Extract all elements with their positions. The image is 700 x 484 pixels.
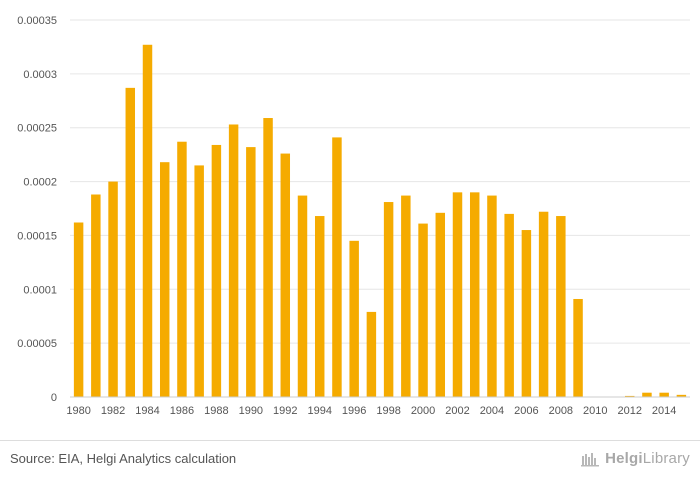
y-tick-label: 0 [51, 392, 57, 404]
x-tick-label: 1998 [376, 405, 400, 417]
bar-1980 [73, 222, 84, 397]
x-tick-label: 2008 [549, 405, 573, 417]
chart-footer: Source: EIA, Helgi Analytics calculation… [0, 440, 700, 484]
x-tick-label: 2006 [514, 405, 538, 417]
bar-1995 [332, 137, 342, 397]
y-tick-label: 0.0002 [23, 177, 57, 189]
bar-2009 [573, 298, 583, 397]
x-axis-tick-labels: 1980 1982 1984 1986 1988 1990 1992 1994 1996 1998… [66, 405, 676, 417]
bar-1984 [142, 44, 153, 397]
bar-2005 [504, 213, 514, 397]
bar-1993 [297, 195, 308, 397]
x-tick-label: 2002 [445, 405, 469, 417]
x-tick-label: 1990 [239, 405, 263, 417]
bar-1997 [366, 311, 377, 397]
bar-2001 [435, 212, 446, 397]
bar-2012 [624, 395, 635, 397]
y-tick-label: 0.0003 [23, 69, 57, 81]
grid-lines [70, 19, 690, 344]
y-tick-label: 0.00025 [17, 123, 57, 135]
x-tick-label: 1994 [307, 405, 331, 417]
source-note: Source: EIA, Helgi Analytics calculation [10, 451, 237, 466]
x-tick-label: 1992 [273, 405, 297, 417]
bar-2008 [556, 216, 566, 397]
bar-1981 [91, 194, 101, 397]
bar-1994 [314, 216, 325, 397]
bar-1987 [194, 165, 204, 397]
bar-1992 [280, 153, 291, 397]
x-tick-label: 1982 [101, 405, 125, 417]
x-tick-label: 2000 [411, 405, 435, 417]
x-tick-label: 2010 [583, 405, 607, 417]
brand-logo[interactable]: HelgiLibrary [581, 450, 690, 467]
x-tick-label: 1984 [135, 405, 159, 417]
bar-1999 [401, 195, 411, 397]
bars [73, 44, 687, 398]
x-tick-label: 2014 [652, 405, 676, 417]
bar-1991 [263, 118, 273, 398]
bar-chart: 0 0.00005 0.0001 0.00015 0.0002 0.00025 0.0003… [17, 15, 690, 417]
bar-1990 [246, 147, 256, 397]
bar-2006 [521, 230, 532, 397]
x-tick-label: 1986 [170, 405, 194, 417]
bar-2014 [659, 392, 669, 397]
x-tick-label: 1996 [342, 405, 366, 417]
y-tick-label: 0.00015 [17, 230, 57, 242]
bar-1989 [228, 124, 239, 398]
bar-2015 [676, 394, 687, 397]
bar-1983 [125, 87, 136, 398]
y-axis-tick-labels: 0 0.00005 0.0001 0.00015 0.0002 0.00025 0.0003… [17, 15, 57, 404]
brand-name-part2: Library [642, 450, 690, 467]
bar-2003 [469, 192, 480, 397]
bar-1988 [211, 144, 222, 397]
bar-2000 [418, 223, 428, 397]
bar-2007 [538, 211, 549, 397]
bar-1996 [349, 240, 359, 397]
y-tick-label: 0.0001 [23, 284, 57, 296]
bar-1985 [159, 162, 170, 397]
x-tick-label: 2012 [617, 405, 641, 417]
y-tick-label: 0.00005 [17, 338, 57, 350]
bar-2013 [642, 392, 652, 397]
x-tick-label: 2004 [480, 405, 504, 417]
bar-1986 [177, 141, 187, 397]
x-tick-label: 1988 [204, 405, 228, 417]
bar-2002 [452, 192, 463, 397]
x-tick-label: 1980 [66, 405, 90, 417]
bar-1982 [108, 181, 118, 397]
bar-1998 [383, 202, 394, 397]
helgi-library-logo-icon [581, 452, 600, 466]
brand-name-part1: Helgi [605, 450, 643, 467]
bar-2004 [487, 195, 497, 397]
y-tick-label: 0.00035 [17, 15, 57, 27]
